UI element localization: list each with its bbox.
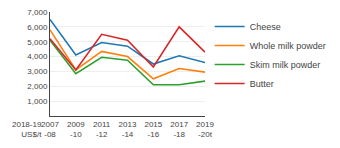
svg-text:2011-12: 2011-12 <box>93 120 111 139</box>
svg-text:Butter: Butter <box>250 79 274 89</box>
svg-text:1,000: 1,000 <box>27 97 48 106</box>
svg-text:4,000: 4,000 <box>27 52 48 61</box>
svg-text:2018-19US$/t: 2018-19US$/t <box>12 120 42 139</box>
svg-text:2013-14: 2013-14 <box>119 120 137 139</box>
svg-text:2009-10: 2009-10 <box>67 120 85 139</box>
svg-text:2,000: 2,000 <box>27 82 48 91</box>
svg-text:5,000: 5,000 <box>27 38 48 47</box>
svg-text:6,000: 6,000 <box>27 23 48 32</box>
svg-text:2007-08: 2007-08 <box>41 120 59 139</box>
svg-text:2015-16: 2015-16 <box>144 120 162 139</box>
svg-text:7,000: 7,000 <box>27 8 48 17</box>
svg-text:Skim milk powder: Skim milk powder <box>250 60 321 70</box>
svg-text:2019-20t: 2019-20t <box>196 120 214 139</box>
svg-text:2017-18: 2017-18 <box>170 120 188 139</box>
svg-text:Whole milk powder: Whole milk powder <box>250 41 326 51</box>
svg-text:3,000: 3,000 <box>27 67 48 76</box>
svg-text:Cheese: Cheese <box>250 22 281 32</box>
